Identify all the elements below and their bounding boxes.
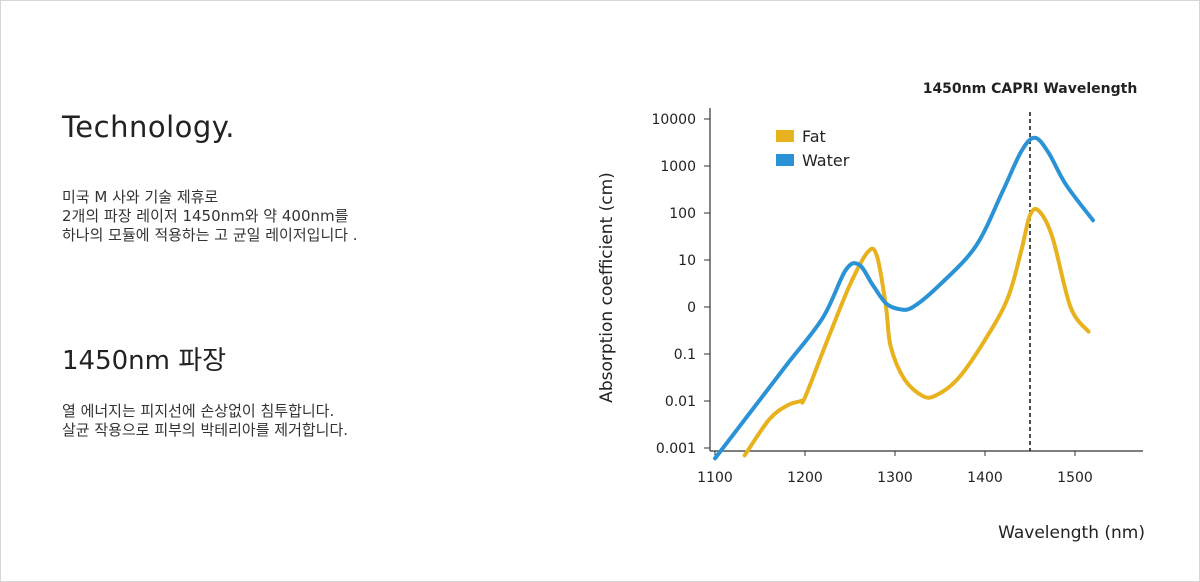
wavelength-description: 열 에너지는 피지선에 손상없이 침투합니다. 살균 작용으로 피부의 박테리아… bbox=[62, 402, 348, 440]
legend-label-fat: Fat bbox=[802, 127, 826, 146]
wavelength-line: 살균 작용으로 피부의 박테리아를 제거합니다. bbox=[62, 421, 349, 439]
wavelength-heading: 1450nm 파장 bbox=[62, 346, 227, 376]
legend-swatch-fat bbox=[776, 130, 794, 142]
series-line-fat bbox=[742, 206, 1091, 458]
technology-line: 2개의 파장 레이저 1450nm와 약 400nm를 bbox=[62, 207, 349, 225]
x-tick-label: 1200 bbox=[787, 470, 823, 486]
x-axis-title: Wavelength (nm) bbox=[998, 523, 1145, 543]
legend-label-water: Water bbox=[802, 151, 850, 170]
x-tick-label: 1100 bbox=[697, 470, 733, 486]
x-tick-label: 1500 bbox=[1057, 470, 1093, 486]
chart-title: 1450nm CAPRI Wavelength bbox=[923, 81, 1138, 97]
legend-swatch-water bbox=[776, 154, 794, 166]
y-tick-label: 0.1 bbox=[674, 347, 696, 363]
y-tick-label: 0.01 bbox=[665, 394, 696, 410]
technology-line: 미국 M 사와 기술 제휴로 bbox=[62, 188, 219, 206]
wavelength-line: 열 에너지는 피지선에 손상없이 침투합니다. bbox=[62, 402, 335, 420]
y-tick-label: 1000 bbox=[660, 159, 696, 175]
y-axis-title: Absorption coefficient (cm) bbox=[597, 172, 617, 403]
series-line-water bbox=[713, 135, 1095, 461]
y-tick-label: 0.001 bbox=[656, 441, 696, 457]
x-tick-label: 1300 bbox=[877, 470, 913, 486]
x-tick-label: 1400 bbox=[967, 470, 1003, 486]
y-tick-label: 100 bbox=[669, 206, 696, 222]
y-tick-label: 0 bbox=[687, 300, 696, 316]
y-tick-label: 10 bbox=[678, 253, 696, 269]
y-tick-label: 10000 bbox=[651, 112, 696, 128]
technology-line: 하나의 모듈에 적용하는 고 균일 레이저입니다 . bbox=[62, 226, 358, 244]
technology-description: 미국 M 사와 기술 제휴로 2개의 파장 레이저 1450nm와 약 400n… bbox=[62, 188, 358, 245]
technology-heading: Technology. bbox=[62, 110, 236, 144]
